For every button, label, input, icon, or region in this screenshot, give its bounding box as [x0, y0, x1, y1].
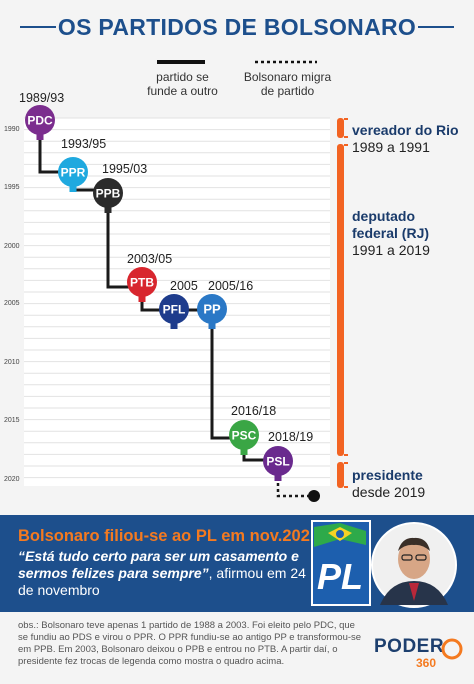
party-pin-psl: PSL — [263, 446, 293, 481]
office-title: vereador do Rio — [352, 122, 459, 138]
highlight-quote-block: “Está tudo certo para ser um casamento e… — [18, 548, 308, 599]
portrait-tie — [409, 583, 419, 601]
axis-label-2005: 2005 — [4, 300, 20, 307]
office-period: desde 2019 — [352, 484, 426, 500]
office-period: 1989 a 1991 — [352, 139, 430, 155]
office-bar-deputado — [337, 144, 348, 456]
highlight-quote: “Está tudo certo para ser um casamento e… — [18, 548, 299, 581]
party-pin-label: PFL — [163, 303, 186, 317]
party-pin-circle — [159, 294, 189, 324]
axis-label-2020: 2020 — [4, 476, 20, 483]
party-pin-label: PPB — [96, 187, 121, 201]
party-pin-circle — [229, 420, 259, 450]
year-label-ptb: 2003/05 — [127, 252, 173, 266]
party-pins: PDC PPR PPB PTB PFL PP PSC PSL — [25, 105, 293, 481]
year-label-pp: 2005/16 — [208, 279, 254, 293]
title-rule-right — [418, 26, 454, 28]
footnote: obs.: Bolsonaro teve apenas 1 partido de… — [18, 620, 362, 667]
title-rule-left — [20, 26, 56, 28]
office-period: 1991 a 2019 — [352, 242, 430, 258]
office-title: deputado federal (RJ) — [352, 208, 430, 241]
party-pin-label: PPR — [61, 166, 86, 180]
party-pin-label: PDC — [27, 114, 53, 128]
party-pin-circle — [197, 294, 227, 324]
axis-label-2000: 2000 — [4, 243, 20, 250]
office-bar-presidente — [337, 462, 348, 488]
axis-label-2015: 2015 — [4, 417, 20, 424]
party-pin-label: PTB — [130, 276, 154, 290]
pl-endpoint-dot — [308, 490, 320, 502]
party-pin-ppr: PPR — [58, 157, 88, 192]
office-presidente: presidente desde 2019 — [352, 467, 462, 501]
year-label-psl: 2018/19 — [268, 430, 314, 444]
party-pin-pdc: PDC — [25, 105, 55, 140]
highlight-band: Bolsonaro filiou-se ao PL em nov.2021 “E… — [0, 515, 474, 612]
highlight-quote-tail: , afirmou em 24 de novembro — [18, 565, 306, 598]
portrait-glasses-left — [401, 554, 413, 561]
party-pin-circle — [58, 157, 88, 187]
party-pin-circle — [127, 267, 157, 297]
highlight-headline: Bolsonaro filiou-se ao PL em nov.2021 — [18, 527, 320, 545]
year-label-psc: 2016/18 — [231, 404, 277, 418]
party-pin-circle — [263, 446, 293, 476]
poder360-logo: PODER 360 — [374, 636, 464, 670]
party-pin-label: PP — [203, 302, 221, 317]
party-pin-psc: PSC — [229, 420, 259, 455]
timeline-chart: PDC PPR PPB PTB PFL PP PSC PSL — [24, 105, 330, 502]
office-deputado: deputado federal (RJ) 1991 a 2019 — [352, 208, 457, 259]
party-pin-circle — [93, 178, 123, 208]
migration-dotted-path — [276, 477, 314, 498]
party-pin-ptb: PTB — [127, 267, 157, 302]
party-pin-pp: PP — [197, 294, 227, 329]
year-label-pfl: 2005 — [170, 279, 198, 293]
portrait-face — [398, 539, 430, 579]
portrait-hair — [398, 537, 430, 551]
timeline-grid — [24, 117, 330, 479]
year-label-ppr: 1993/95 — [61, 137, 107, 151]
legend-solid-label: partido se funde a outro — [147, 70, 218, 98]
party-pin-circle — [25, 105, 55, 135]
pl-logo-text: PL — [317, 556, 363, 597]
page-title: OS PARTIDOS DE BOLSONARO — [57, 14, 417, 40]
logo-circle-icon — [441, 638, 463, 660]
party-pin-ppb: PPB — [93, 178, 123, 213]
pl-logo-flag-circle — [336, 530, 344, 538]
party-pin-pfl: PFL — [159, 294, 189, 329]
year-label-pdc: 1989/93 — [19, 91, 65, 105]
party-pin-label: PSC — [232, 429, 257, 443]
office-vereador: vereador do Rio 1989 a 1991 — [352, 122, 462, 156]
party-pin-label: PSL — [266, 455, 289, 469]
office-title: presidente — [352, 467, 423, 483]
axis-label-1990: 1990 — [4, 126, 20, 133]
logo-sub: 360 — [416, 656, 437, 670]
pl-logo-with-photo: PL — [311, 520, 457, 608]
portrait-glasses-right — [415, 554, 427, 561]
logo-main: PODER — [374, 636, 445, 657]
year-label-ppb: 1995/03 — [102, 162, 148, 176]
legend-lines — [157, 60, 317, 64]
axis-label-1995: 1995 — [4, 184, 20, 191]
axis-label-2010: 2010 — [4, 359, 20, 366]
legend-dotted-label: Bolsonaro migra de partido — [243, 70, 332, 98]
office-bar-vereador — [337, 118, 348, 138]
